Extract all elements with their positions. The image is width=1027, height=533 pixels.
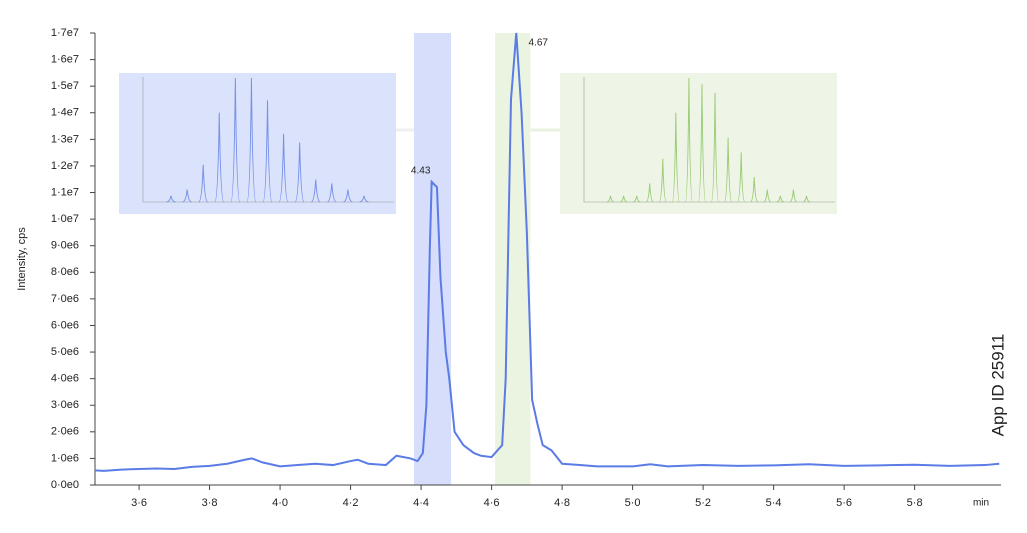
y-tick-label: 1·3e7: [51, 133, 79, 145]
inset-peak: [671, 112, 680, 203]
y-tick-label: 1·1e7: [51, 186, 79, 198]
x-tick-label: 4·0: [272, 497, 288, 509]
inset-peak: [802, 195, 811, 203]
x-tick-label: 4·2: [343, 497, 359, 509]
y-tick-label: 1·2e7: [51, 160, 79, 172]
inset-peak: [230, 77, 241, 203]
y-tick-label: 1·4e7: [51, 107, 79, 119]
peak-label: 4.67: [529, 38, 549, 49]
x-tick-label: 5·4: [766, 497, 782, 509]
y-tick-label: 8·0e6: [51, 266, 79, 278]
y-tick-label: 1·5e7: [51, 80, 79, 92]
highlight-band: [414, 33, 452, 485]
inset-peak: [327, 183, 337, 203]
x-tick-label: 5·2: [695, 497, 711, 509]
x-axis-label: min: [973, 498, 989, 509]
inset-peak: [723, 137, 733, 203]
side-label: App ID 25911: [988, 334, 1007, 437]
inset-peak: [311, 179, 321, 203]
x-tick-label: 4·8: [554, 497, 570, 509]
inset-peak: [684, 77, 694, 203]
inset-peak: [214, 112, 225, 203]
inset-peak: [737, 152, 746, 203]
inset-peak: [343, 189, 353, 203]
inset-peak: [763, 189, 772, 203]
inset-peak: [697, 84, 707, 203]
y-tick-label: 2·0e6: [51, 426, 79, 438]
inset-peak: [166, 195, 176, 203]
x-tick-label: 3·8: [202, 497, 218, 509]
inset-peak: [246, 77, 257, 203]
y-tick-label: 6·0e6: [51, 319, 79, 331]
inset-peak: [645, 183, 654, 203]
y-tick-label: 1·0e7: [51, 213, 79, 225]
y-tick-label: 1·6e7: [51, 53, 79, 65]
x-tick-label: 5·8: [907, 497, 923, 509]
x-tick-label: 3·6: [131, 497, 147, 509]
inset-peak: [182, 189, 192, 203]
inset-peak: [606, 195, 615, 203]
inset-peak: [294, 142, 305, 203]
y-axis-label: Intensity, cps: [16, 227, 28, 291]
inset-panel: [119, 73, 396, 214]
y-tick-label: 3·0e6: [51, 399, 79, 411]
x-tick-label: 4·6: [484, 497, 500, 509]
x-tick-label: 5·0: [625, 497, 641, 509]
inset-peak: [278, 133, 289, 203]
peak-label: 4.43: [411, 166, 431, 177]
y-tick-label: 0·0e0: [51, 479, 79, 491]
inset-peak: [710, 92, 720, 203]
y-tick-label: 9·0e6: [51, 240, 79, 252]
inset-peak: [658, 158, 667, 203]
y-tick-label: 5·0e6: [51, 346, 79, 358]
inset-peak: [789, 189, 798, 203]
y-tick-label: 7·0e6: [51, 293, 79, 305]
inset-peak: [750, 177, 759, 203]
chromatogram-line: [94, 32, 1000, 472]
inset-peak: [262, 100, 273, 203]
highlight-band: [495, 33, 531, 485]
inset-peak: [776, 195, 785, 203]
x-tick-label: 4·4: [413, 497, 429, 509]
inset-panel: [560, 73, 837, 214]
inset-peak: [359, 195, 369, 203]
y-tick-label: 4·0e6: [51, 373, 79, 385]
y-tick-label: 1·7e7: [51, 27, 79, 39]
inset-peak: [198, 164, 209, 203]
y-tick-label: 1·0e6: [51, 452, 79, 464]
inset-peak: [619, 195, 628, 203]
inset-peak: [632, 195, 641, 203]
x-tick-label: 5·6: [836, 497, 852, 509]
